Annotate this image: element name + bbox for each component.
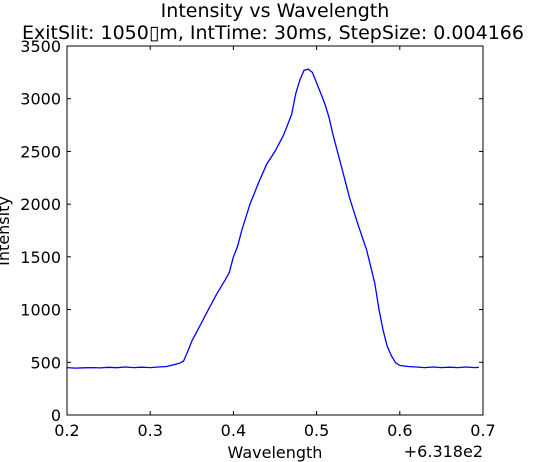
- y-tick-label: 1000: [20, 301, 61, 320]
- chart-subtitle: ExitSlit: 1050▯m, IntTime: 30ms, StepSiz…: [22, 22, 524, 44]
- y-axis-label: Intensity: [0, 196, 13, 266]
- y-tick-label: 2000: [20, 195, 61, 214]
- chart-title: Intensity vs Wavelength: [161, 0, 390, 22]
- y-tick-label: 500: [30, 353, 61, 372]
- x-tick-label: 0.3: [137, 421, 162, 440]
- y-tick-label: 2500: [20, 142, 61, 161]
- plot-frame: [66, 45, 484, 416]
- x-tick-label: 0.6: [387, 421, 412, 440]
- y-tick-label: 1500: [20, 248, 61, 267]
- plot-area: 0.2 0.3 0.4 0.5 0.6 0.7 0 500 1000 1500 2000 2500 30…: [20, 37, 495, 440]
- x-offset-label: +6.318e2: [404, 442, 483, 461]
- y-tick-label: 0: [51, 406, 61, 425]
- x-tick-label: 0.4: [221, 421, 246, 440]
- x-tick-label: 0.2: [54, 421, 79, 440]
- x-axis-label: Wavelength: [228, 443, 323, 462]
- intensity-line: [66, 68, 479, 369]
- x-tick-label: 0.7: [470, 421, 495, 440]
- x-tick-label: 0.5: [304, 421, 329, 440]
- y-tick-label: 3500: [20, 37, 61, 56]
- y-tick-label: 3000: [20, 90, 61, 109]
